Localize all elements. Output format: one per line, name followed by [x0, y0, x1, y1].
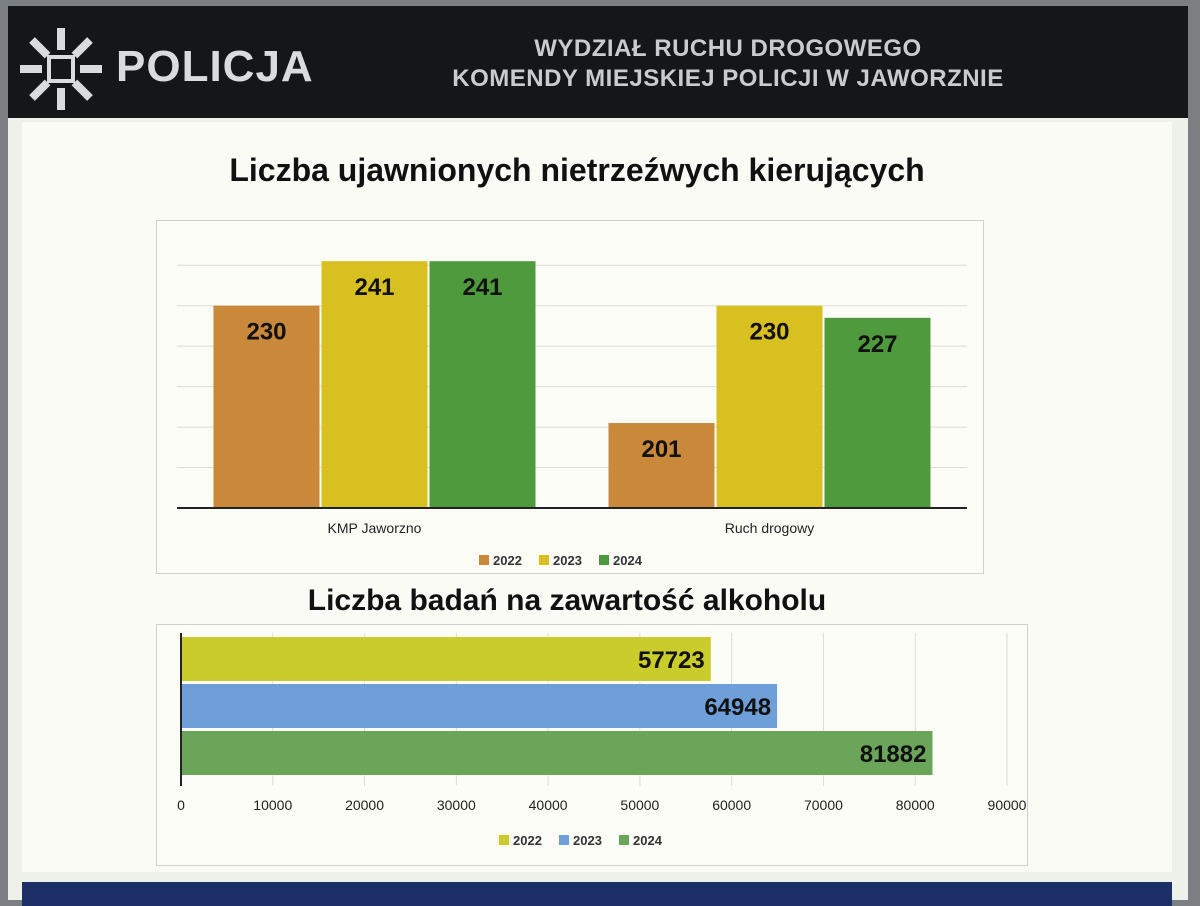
chart1-data-label: 241 — [462, 274, 502, 301]
monitor-screen: POLICJA WYDZIAŁ RUCHU DROGOWEGO KOMENDY … — [8, 6, 1188, 906]
chart2-tick-label: 20000 — [345, 797, 384, 813]
header-title: WYDZIAŁ RUCHU DROGOWEGO KOMENDY MIEJSKIE… — [358, 34, 1098, 94]
chart2-title: Liczba badań na zawartość alkoholu — [307, 584, 827, 617]
chart1-category-label: Ruch drogowy — [725, 520, 815, 536]
chart1-data-label: 230 — [749, 319, 789, 346]
chart2-legend-swatch — [619, 835, 629, 845]
chart2-data-label: 57723 — [638, 647, 705, 674]
chart2-tick-label: 90000 — [988, 797, 1027, 813]
chart1-category-label: KMP Jaworzno — [328, 520, 422, 536]
chart1-legend-label: 2023 — [553, 553, 582, 568]
chart1-bar — [429, 261, 536, 508]
chart1-data-label: 227 — [857, 331, 897, 358]
chart2-tick-label: 10000 — [253, 797, 292, 813]
chart1-bar — [213, 305, 320, 508]
chart2-data-label: 81882 — [860, 741, 927, 768]
chart1-bar — [321, 261, 428, 508]
chart1-data-label: 230 — [246, 319, 286, 346]
chart2-legend-label: 2024 — [633, 833, 663, 848]
chart1-legend-swatch — [479, 555, 489, 565]
chart2-data-label: 64948 — [704, 694, 771, 721]
slide: Liczba ujawnionych nietrzeźwych kierując… — [22, 122, 1172, 872]
header-bar: POLICJA WYDZIAŁ RUCHU DROGOWEGO KOMENDY … — [8, 6, 1188, 118]
chart2-box: 0 10000 20000 30000 40000 50000 60000 70000 8000… — [156, 624, 1028, 866]
chart2-tick-label: 80000 — [896, 797, 935, 813]
chart1-bar — [824, 317, 931, 508]
chart1-bar — [608, 423, 715, 508]
bottom-strip — [22, 882, 1172, 906]
chart2-legend-swatch — [499, 835, 509, 845]
chart2-legend-swatch — [559, 835, 569, 845]
chart2-svg: 0 10000 20000 30000 40000 50000 60000 70000 8000… — [177, 633, 1027, 848]
chart2-tick-label: 0 — [177, 797, 185, 813]
chart2-tick-label: 30000 — [437, 797, 476, 813]
header-title-line1: WYDZIAŁ RUCHU DROGOWEGO — [534, 35, 922, 62]
chart1-data-label: 241 — [354, 274, 394, 301]
chart1-legend-swatch — [539, 555, 549, 565]
chart2-tick-label: 60000 — [712, 797, 751, 813]
chart2-bar — [181, 684, 778, 728]
chart1-svg: 230 241 241 KMP Jaworzno 201 230 227 Ruch drogo… — [177, 261, 967, 568]
chart2-bar — [181, 637, 711, 681]
chart1-box: 230 241 241 KMP Jaworzno 201 230 227 Ruch drogo… — [156, 220, 984, 574]
chart2-legend-label: 2023 — [573, 833, 602, 848]
chart2-legend-label: 2022 — [513, 833, 542, 848]
chart2-bar — [181, 731, 933, 775]
chart2-tick-label: 70000 — [804, 797, 843, 813]
chart2-tick-label: 40000 — [529, 797, 568, 813]
chart1-legend-label: 2024 — [613, 553, 643, 568]
chart1-data-label: 201 — [641, 436, 681, 463]
header-title-line2: KOMENDY MIEJSKIEJ POLICJI W JAWORZNIE — [452, 65, 1004, 92]
chart1-bar — [716, 305, 823, 508]
police-star-icon — [20, 28, 102, 110]
chart1-legend-label: 2022 — [493, 553, 522, 568]
chart1-legend-swatch — [599, 555, 609, 565]
chart1-title: Liczba ujawnionych nietrzeźwych kierując… — [229, 152, 925, 188]
logo-text: POLICJA — [116, 42, 314, 91]
chart2-tick-label: 50000 — [620, 797, 659, 813]
